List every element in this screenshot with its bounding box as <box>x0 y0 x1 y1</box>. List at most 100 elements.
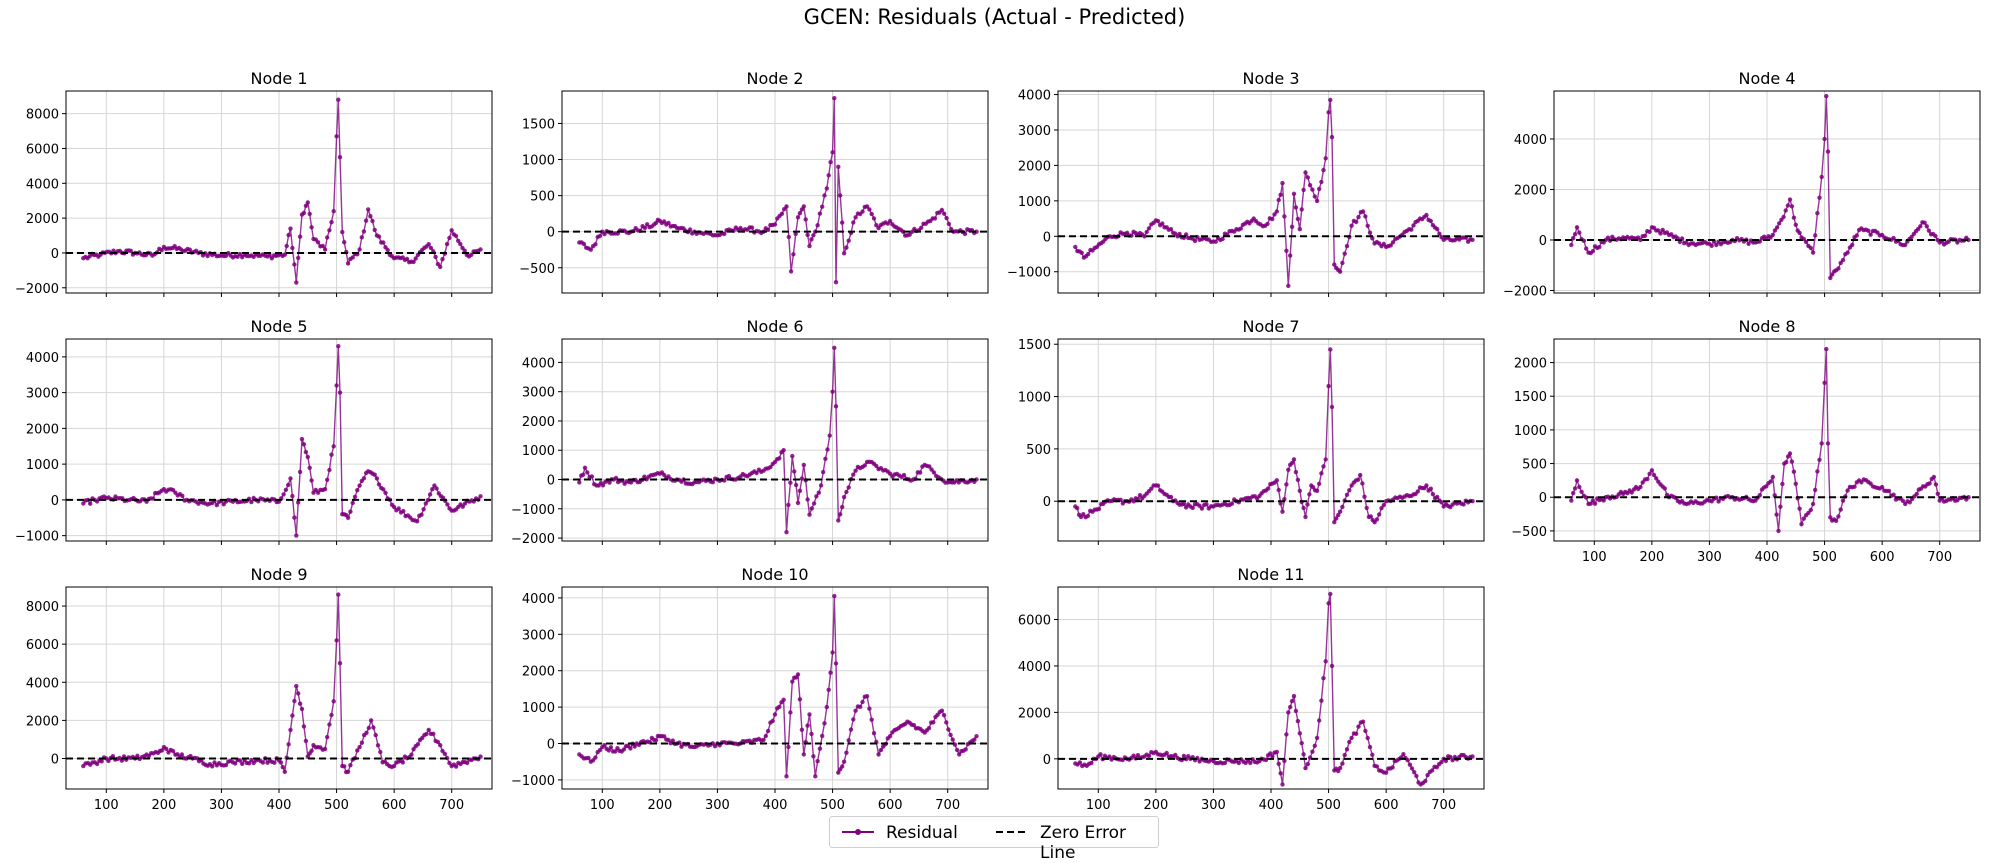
residual-point <box>1360 209 1366 214</box>
residual-point <box>391 504 397 510</box>
residual-point <box>1966 495 1971 500</box>
residual-point <box>294 683 299 689</box>
residual-point <box>94 499 100 504</box>
residual-point <box>851 717 856 722</box>
residual-point <box>1430 768 1435 773</box>
residual-point <box>1291 457 1297 462</box>
residual-point <box>840 764 845 769</box>
residual-point <box>303 738 309 744</box>
residual-point <box>1778 504 1783 509</box>
residual-point <box>963 747 968 752</box>
residual-point <box>807 712 812 717</box>
residual-point <box>795 215 801 220</box>
y-tick-label: 1500 <box>1018 338 1051 353</box>
residual-point <box>159 248 164 253</box>
residual-point <box>1815 211 1820 216</box>
residual-point <box>376 234 382 239</box>
residual-point <box>1439 500 1444 505</box>
residual-point <box>749 225 755 230</box>
residual-point <box>585 470 590 475</box>
x-tick-label: 700 <box>1927 550 1952 565</box>
residual-point <box>366 725 371 731</box>
residual-point <box>653 738 659 743</box>
residual-point <box>1319 698 1324 703</box>
residual-point <box>1303 170 1308 175</box>
residual-point <box>1412 770 1417 775</box>
residual-point <box>307 465 312 470</box>
residual-point <box>1407 762 1413 767</box>
residual-point <box>1301 505 1306 511</box>
residual-point <box>1784 460 1789 465</box>
panel-node-9: 0 2000 4000 6000 8000 100 200 300 400 500 600 700 No… <box>26 565 493 813</box>
residual-point <box>371 725 376 730</box>
residual-point <box>1368 514 1374 519</box>
residual-point <box>223 762 229 768</box>
residual-point <box>824 186 829 191</box>
residual-point <box>761 737 766 743</box>
residual-point <box>1789 204 1795 209</box>
residual-point <box>128 248 133 253</box>
residual-point <box>320 243 325 249</box>
residual-point <box>325 734 330 740</box>
residual-point <box>350 255 355 260</box>
residual-point <box>428 245 434 251</box>
residual-point <box>329 220 334 225</box>
residual-point <box>297 234 303 239</box>
residual-point <box>1836 514 1841 519</box>
residual-point <box>867 207 872 212</box>
residual-point <box>1828 275 1833 281</box>
residual-point <box>359 235 364 240</box>
residual-point <box>1866 228 1871 233</box>
residual-point <box>844 750 849 755</box>
residual-point <box>1349 735 1354 741</box>
residual-point <box>292 698 297 704</box>
y-tick-label: 8000 <box>26 600 59 615</box>
residual-point <box>1321 676 1326 681</box>
residual-point <box>841 251 847 256</box>
residual-point <box>322 247 328 252</box>
panel-node-4: −2000 0 2000 4000 Node 4 <box>1503 69 1981 299</box>
residual-point <box>887 734 893 739</box>
residual-point <box>1390 765 1395 770</box>
residual-point <box>1654 476 1659 481</box>
residual-point <box>282 252 287 257</box>
residual-point <box>1286 710 1291 715</box>
residual-point <box>1181 753 1187 759</box>
residual-point <box>781 448 786 453</box>
residual-point <box>1370 752 1375 757</box>
residual-point <box>290 713 295 718</box>
residual-point <box>1819 174 1824 180</box>
residual-point <box>1303 514 1308 520</box>
residual-point <box>260 760 266 765</box>
residual-point <box>817 211 823 216</box>
residual-point <box>828 670 833 675</box>
panel-node-1: −2000 0 2000 4000 6000 8000 Node 1 <box>15 69 493 297</box>
x-tick-label: 500 <box>1812 550 1837 565</box>
residual-point <box>1787 451 1793 456</box>
residual-point <box>1280 509 1285 514</box>
legend-zero-line-swatch <box>996 831 1028 833</box>
residual-point <box>815 223 820 228</box>
y-tick-label: 6000 <box>26 142 59 157</box>
residual-point <box>1323 457 1328 462</box>
legend-residual-swatch <box>842 829 874 835</box>
residual-point <box>1651 472 1657 478</box>
residual-point <box>1443 758 1449 764</box>
residual-point <box>779 211 785 216</box>
residual-point <box>1377 512 1382 517</box>
y-tick-label: 4000 <box>522 356 555 371</box>
residual-point <box>1289 698 1295 704</box>
residual-point <box>816 490 821 495</box>
residual-point <box>722 478 727 483</box>
residual-point <box>1966 237 1971 243</box>
residual-point <box>666 220 671 226</box>
panel-title: Node 5 <box>250 317 307 336</box>
residual-point <box>1328 97 1333 103</box>
residual-point <box>329 452 334 457</box>
y-tick-label: −1000 <box>511 774 555 789</box>
residual-point <box>305 200 310 205</box>
residual-point <box>1089 760 1094 766</box>
residual-point <box>1428 218 1434 224</box>
residual-point <box>336 97 341 102</box>
residual-point <box>851 220 856 225</box>
